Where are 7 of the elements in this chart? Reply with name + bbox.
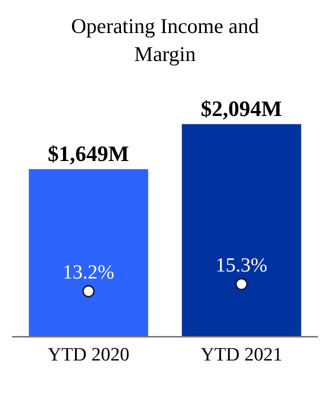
data-label: 13.2% — [62, 261, 114, 284]
x-tick-label: YTD 2020 — [48, 344, 130, 366]
data-label: $2,094M — [200, 96, 282, 122]
data-label: 15.3% — [216, 254, 268, 276]
data-label: $1,649M — [48, 141, 130, 166]
chart-title: Operating Income and Margin — [70, 13, 260, 68]
x-tick-label: YTD 2021 — [200, 344, 282, 366]
